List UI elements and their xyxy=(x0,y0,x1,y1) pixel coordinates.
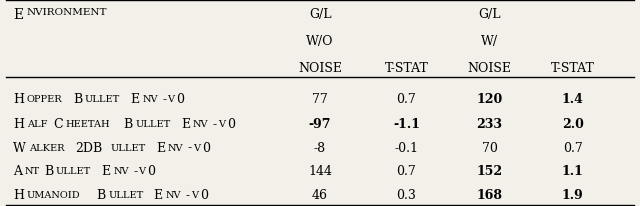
Text: 70: 70 xyxy=(482,141,497,154)
Text: T-STAT: T-STAT xyxy=(551,62,595,75)
Text: -: - xyxy=(188,141,192,154)
Text: NOISE: NOISE xyxy=(468,62,511,75)
Text: A: A xyxy=(13,165,22,177)
Text: -0.1: -0.1 xyxy=(394,141,419,154)
Text: 2DB: 2DB xyxy=(76,141,102,154)
Text: 0: 0 xyxy=(227,117,235,130)
Text: 0.3: 0.3 xyxy=(396,188,417,201)
Text: ULLET: ULLET xyxy=(85,94,120,103)
Text: 1.1: 1.1 xyxy=(562,165,584,177)
Text: 0.7: 0.7 xyxy=(397,165,416,177)
Text: 233: 233 xyxy=(477,117,502,130)
Text: UMANOID: UMANOID xyxy=(27,190,81,199)
Text: OPPER: OPPER xyxy=(27,94,63,103)
Text: 120: 120 xyxy=(476,92,503,105)
Text: 0: 0 xyxy=(147,165,156,177)
Text: 152: 152 xyxy=(477,165,502,177)
Text: -1.1: -1.1 xyxy=(393,117,420,130)
Text: NOISE: NOISE xyxy=(298,62,342,75)
Text: E: E xyxy=(156,141,165,154)
Text: 0.7: 0.7 xyxy=(563,141,582,154)
Text: W/O: W/O xyxy=(307,35,333,48)
Text: 2.0: 2.0 xyxy=(562,117,584,130)
Text: 1.9: 1.9 xyxy=(562,188,584,201)
Text: NV: NV xyxy=(168,143,183,152)
Text: 1.4: 1.4 xyxy=(562,92,584,105)
Text: V: V xyxy=(218,119,225,128)
Text: E: E xyxy=(131,92,140,105)
Text: ALF: ALF xyxy=(27,119,47,128)
Text: W: W xyxy=(13,141,26,154)
Text: V: V xyxy=(193,143,200,152)
Text: 0: 0 xyxy=(177,92,184,105)
Text: E: E xyxy=(101,165,111,177)
Text: 0.7: 0.7 xyxy=(397,92,416,105)
Text: C: C xyxy=(54,117,63,130)
Text: V: V xyxy=(168,94,175,103)
Text: NVIRONMENT: NVIRONMENT xyxy=(27,8,108,17)
Text: W/: W/ xyxy=(481,35,498,48)
Text: G/L: G/L xyxy=(308,8,332,21)
Text: NV: NV xyxy=(193,119,208,128)
Text: -: - xyxy=(212,117,217,130)
Text: ALKER: ALKER xyxy=(29,143,65,152)
Text: B: B xyxy=(96,188,106,201)
Text: ULLET: ULLET xyxy=(110,143,146,152)
Text: B: B xyxy=(73,92,82,105)
Text: 0: 0 xyxy=(200,188,208,201)
Text: -8: -8 xyxy=(314,141,326,154)
Text: ULLET: ULLET xyxy=(136,119,171,128)
Text: ULLET: ULLET xyxy=(108,190,143,199)
Text: E: E xyxy=(13,8,23,22)
Text: E: E xyxy=(154,188,163,201)
Text: H: H xyxy=(13,117,24,130)
Text: -: - xyxy=(186,188,189,201)
Text: 77: 77 xyxy=(312,92,328,105)
Text: -: - xyxy=(162,92,166,105)
Text: B: B xyxy=(44,165,53,177)
Text: G/L: G/L xyxy=(478,8,501,21)
Text: NV: NV xyxy=(165,190,181,199)
Text: -97: -97 xyxy=(308,117,332,130)
Text: V: V xyxy=(138,166,145,176)
Text: HEETAH: HEETAH xyxy=(66,119,111,128)
Text: ULLET: ULLET xyxy=(56,166,91,176)
Text: B: B xyxy=(124,117,132,130)
Text: H: H xyxy=(13,188,24,201)
Text: NV: NV xyxy=(142,94,157,103)
Text: H: H xyxy=(13,92,24,105)
Text: E: E xyxy=(181,117,190,130)
Text: 168: 168 xyxy=(477,188,502,201)
Text: NV: NV xyxy=(113,166,129,176)
Text: NT: NT xyxy=(24,166,40,176)
Text: 0: 0 xyxy=(202,141,210,154)
Text: -: - xyxy=(133,165,137,177)
Text: 46: 46 xyxy=(312,188,328,201)
Text: 144: 144 xyxy=(308,165,332,177)
Text: T-STAT: T-STAT xyxy=(385,62,428,75)
Text: V: V xyxy=(191,190,198,199)
